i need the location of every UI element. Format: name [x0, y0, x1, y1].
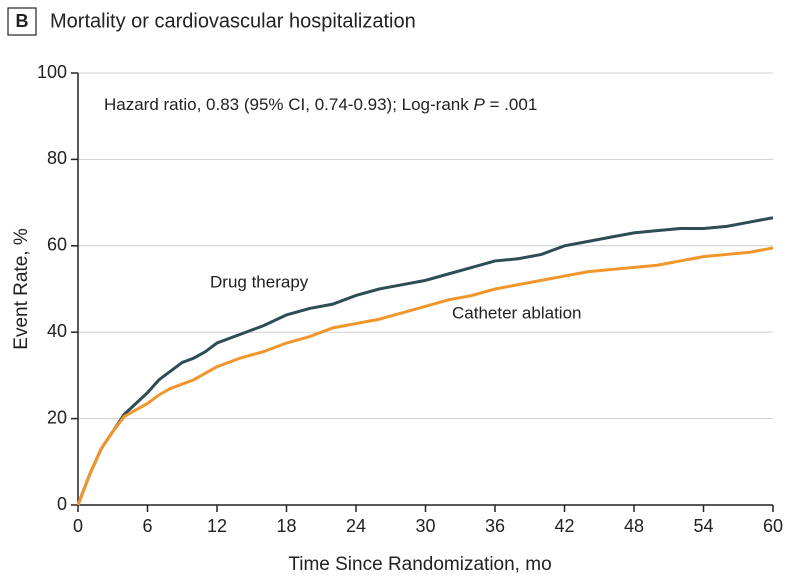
series-label: Catheter ablation [452, 303, 581, 322]
x-tick-label: 48 [624, 516, 644, 536]
series-label: Drug therapy [210, 272, 309, 291]
x-tick-label: 6 [142, 516, 152, 536]
y-tick-label: 0 [57, 494, 67, 514]
y-tick-label: 100 [37, 62, 67, 82]
x-tick-label: 30 [415, 516, 435, 536]
panel-box [7, 7, 37, 36]
y-tick-label: 20 [47, 407, 67, 427]
annotation-p: P [473, 95, 485, 114]
y-tick-label: 60 [47, 235, 67, 255]
y-tick-label: 40 [47, 321, 67, 341]
annotation-text: Hazard ratio, 0.83 (95% CI, 0.74-0.93); … [104, 95, 473, 114]
x-tick-label: 36 [485, 516, 505, 536]
series-line [76, 246, 774, 506]
y-axis-label: Event Rate, % [11, 228, 32, 350]
x-tick-label: 0 [73, 516, 83, 536]
y-tick-label: 80 [47, 148, 67, 168]
x-tick-label: 60 [763, 516, 783, 536]
chart-title: Mortality or cardiovascular hospitalizat… [50, 10, 416, 32]
series-line [76, 216, 774, 506]
x-axis-label: Time Since Randomization, mo [288, 554, 551, 575]
annotation: Hazard ratio, 0.83 (95% CI, 0.74-0.93); … [104, 95, 537, 114]
x-tick-label: 12 [207, 516, 227, 536]
x-tick-label: 24 [346, 516, 366, 536]
annotation-text: = .001 [485, 95, 537, 114]
panel-label: B [16, 11, 29, 31]
x-tick-label: 42 [554, 516, 574, 536]
x-tick-label: 18 [276, 516, 296, 536]
x-tick-label: 54 [693, 516, 713, 536]
